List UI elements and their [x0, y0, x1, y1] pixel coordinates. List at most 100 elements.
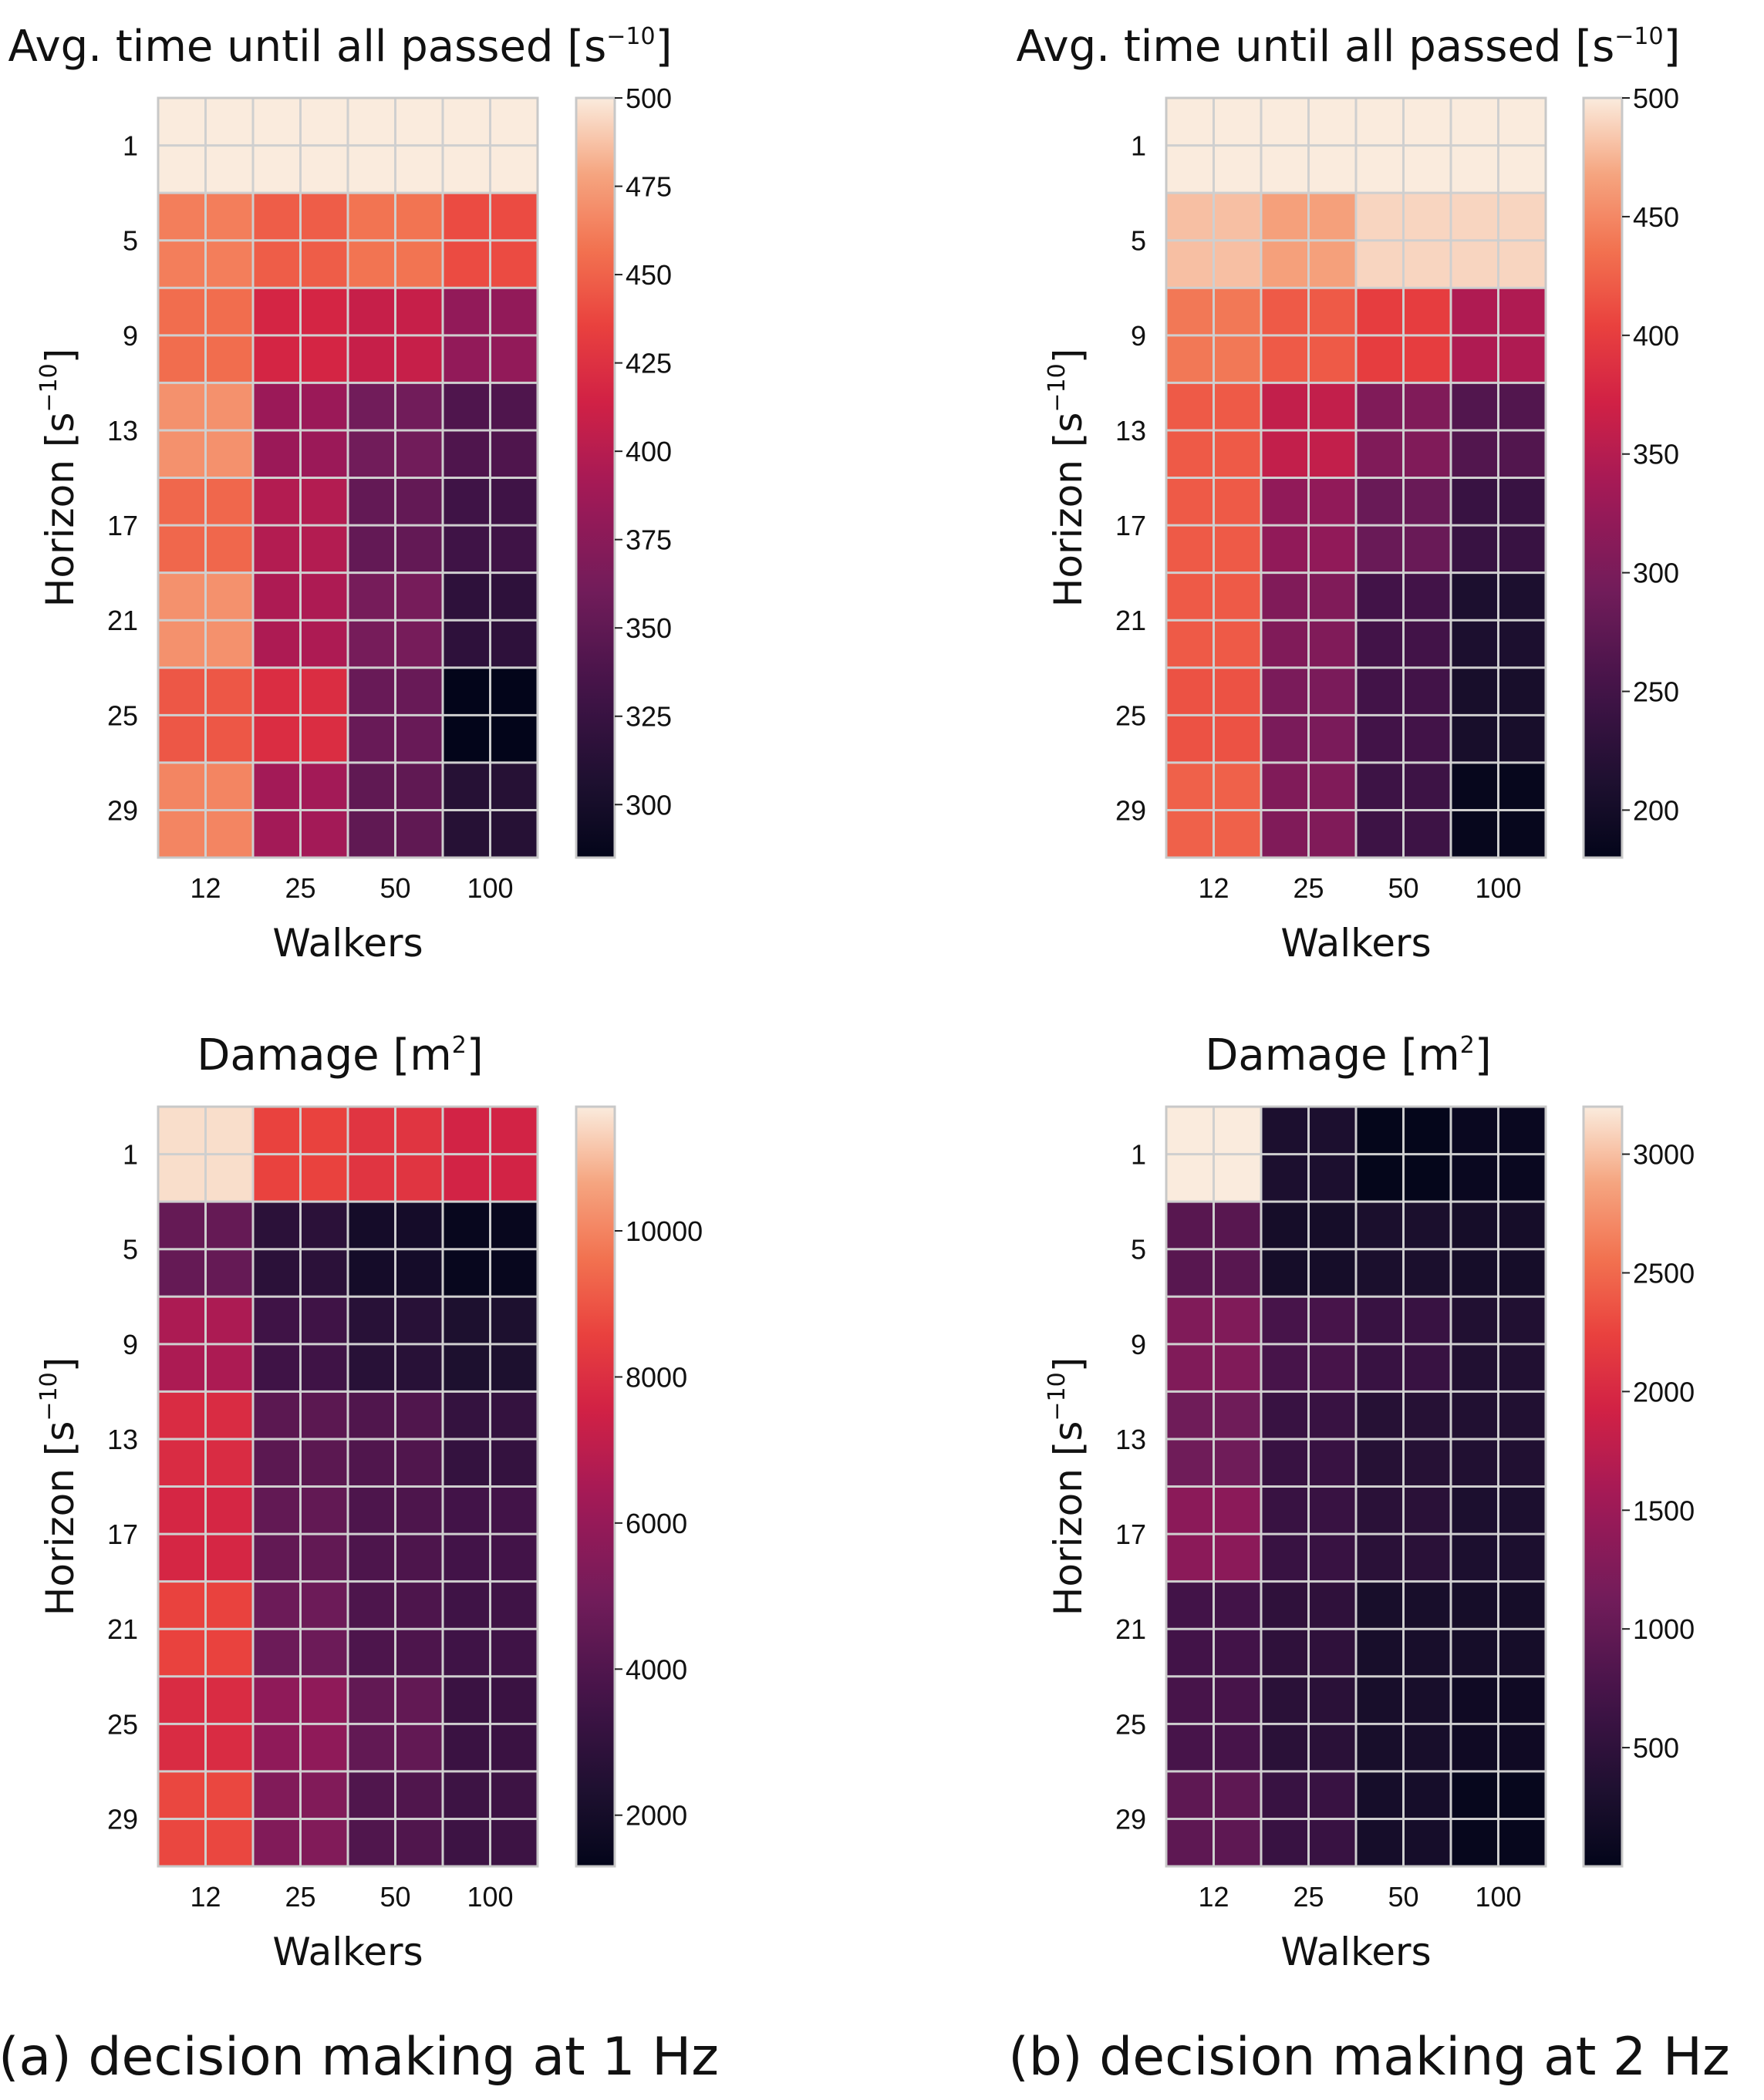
colorbar-tick-label: 3000: [1633, 1139, 1695, 1171]
heatmap-panel-a-time: 12 25 50 100 1 5 9 13 17 21 25 29 Avg. time until al…: [8, 22, 673, 966]
x-tick-label: 12: [190, 1881, 221, 1913]
x-tick-label: 50: [1388, 872, 1418, 904]
y-tick-label: 5: [123, 1234, 138, 1266]
heatmap-panel-a-damage: 12 25 50 100 1 5 9 13 17 21 25 29 Damage [m2] Walkers…: [35, 1030, 703, 1974]
plot-frame: [1165, 96, 1547, 859]
x-tick-label: 12: [1198, 1881, 1229, 1913]
y-tick-label: 17: [107, 510, 138, 541]
colorbar-tick-label: 400: [626, 436, 672, 467]
colorbar-tick-label: 4000: [626, 1653, 687, 1685]
x-tick-label: 25: [285, 1881, 315, 1913]
y-tick-label: 9: [1131, 320, 1146, 352]
chart-title: Avg. time until all passed [s−10]: [1017, 22, 1681, 72]
colorbar-tick-label: 200: [1633, 794, 1679, 826]
y-tick-label: 25: [107, 1708, 138, 1740]
colorbar-tick-label: 500: [626, 83, 672, 114]
x-tick-label: 12: [1198, 872, 1229, 904]
colorbar-tick-label: 1500: [1633, 1495, 1695, 1526]
y-tick-label: 21: [1115, 605, 1146, 636]
caption-b: (b) decision making at 2 Hz: [1008, 2027, 1729, 2088]
chart-title: Damage [m2]: [197, 1030, 483, 1080]
y-axis-label: Horizon [s−10]: [1044, 349, 1091, 607]
colorbar-tick-label: 500: [1633, 83, 1679, 114]
y-tick-label: 1: [123, 130, 138, 162]
y-tick-label: 29: [1115, 1803, 1146, 1835]
x-axis-label: Walkers: [1280, 921, 1431, 966]
x-tick-label: 100: [467, 872, 513, 904]
x-axis-label: Walkers: [272, 1930, 423, 1974]
colorbar-tick-label: 1000: [1633, 1613, 1695, 1645]
y-tick-label: 1: [1131, 1139, 1146, 1171]
y-tick-label: 13: [1115, 415, 1146, 447]
colorbar-tick-label: 325: [626, 701, 672, 733]
colorbar-tick-label: 400: [1633, 320, 1679, 352]
x-tick-label: 50: [379, 872, 410, 904]
colorbar-tick-label: 500: [1633, 1732, 1679, 1764]
y-tick-label: 29: [107, 1803, 138, 1835]
chart-title: Damage [m2]: [1205, 1030, 1491, 1080]
colorbar-tick-label: 450: [626, 259, 672, 291]
colorbar-tick-label: 250: [1633, 676, 1679, 708]
colorbar-tick-label: 375: [626, 524, 672, 556]
x-tick-label: 50: [1388, 1881, 1418, 1913]
y-tick-label: 21: [1115, 1613, 1146, 1645]
colorbar-tick-label: 300: [626, 789, 672, 821]
y-tick-label: 21: [107, 605, 138, 636]
y-tick-label: 13: [107, 1424, 138, 1455]
y-tick-label: 17: [107, 1519, 138, 1550]
colorbar-tick-label: 8000: [626, 1361, 687, 1393]
x-tick-label: 100: [1475, 872, 1521, 904]
y-tick-label: 1: [1131, 130, 1146, 162]
y-tick-label: 29: [1115, 794, 1146, 826]
colorbar: [1582, 96, 1624, 859]
y-tick-label: 5: [1131, 1234, 1146, 1266]
heatmap-panel-b-time: 12 25 50 100 1 5 9 13 17 21 25 29 Avg. time until al…: [1017, 22, 1681, 966]
heatmap-panel-b-damage: 12 25 50 100 1 5 9 13 17 21 25 29 Damage [m2] Walkers…: [1044, 1030, 1695, 1974]
y-tick-label: 5: [123, 225, 138, 257]
y-tick-label: 13: [1115, 1424, 1146, 1455]
x-tick-label: 50: [379, 1881, 410, 1913]
x-tick-label: 100: [1475, 1881, 1521, 1913]
y-tick-label: 9: [1131, 1329, 1146, 1360]
y-tick-label: 9: [123, 1329, 138, 1360]
colorbar-tick-label: 350: [1633, 439, 1679, 470]
colorbar: [575, 96, 616, 859]
y-tick-label: 17: [1115, 1519, 1146, 1550]
colorbar-tick-label: 2500: [1633, 1257, 1695, 1289]
colorbar-tick-label: 10000: [626, 1215, 703, 1247]
colorbar: [575, 1105, 616, 1868]
colorbar-tick-label: 300: [1633, 558, 1679, 589]
x-axis-label: Walkers: [1280, 1930, 1431, 1974]
y-tick-label: 17: [1115, 510, 1146, 541]
y-tick-label: 21: [107, 1613, 138, 1645]
y-axis-label: Horizon [s−10]: [35, 1357, 83, 1616]
plot-frame: [1165, 1105, 1547, 1868]
y-tick-label: 13: [107, 415, 138, 447]
y-tick-label: 25: [107, 699, 138, 731]
x-tick-label: 100: [467, 1881, 513, 1913]
colorbar-tick-label: 475: [626, 171, 672, 203]
colorbar-tick-label: 425: [626, 348, 672, 379]
x-tick-label: 25: [1293, 1881, 1324, 1913]
y-tick-label: 5: [1131, 225, 1146, 257]
plot-frame: [157, 96, 539, 859]
y-axis-label: Horizon [s−10]: [1044, 1357, 1091, 1616]
y-tick-label: 29: [107, 794, 138, 826]
colorbar: [1582, 1105, 1624, 1868]
colorbar-tick-label: 2000: [626, 1800, 687, 1832]
y-tick-label: 1: [123, 1139, 138, 1171]
colorbar-tick-label: 450: [1633, 201, 1679, 233]
colorbar-tick-label: 6000: [626, 1508, 687, 1539]
x-tick-label: 25: [285, 872, 315, 904]
caption-a: (a) decision making at 1 Hz: [0, 2027, 719, 2088]
colorbar-tick-label: 2000: [1633, 1376, 1695, 1407]
x-tick-label: 25: [1293, 872, 1324, 904]
y-tick-label: 9: [123, 320, 138, 352]
y-tick-label: 25: [1115, 699, 1146, 731]
x-axis-label: Walkers: [272, 921, 423, 966]
chart-title: Avg. time until all passed [s−10]: [8, 22, 673, 72]
x-tick-label: 12: [190, 872, 221, 904]
y-tick-label: 25: [1115, 1708, 1146, 1740]
colorbar-tick-label: 350: [626, 612, 672, 644]
